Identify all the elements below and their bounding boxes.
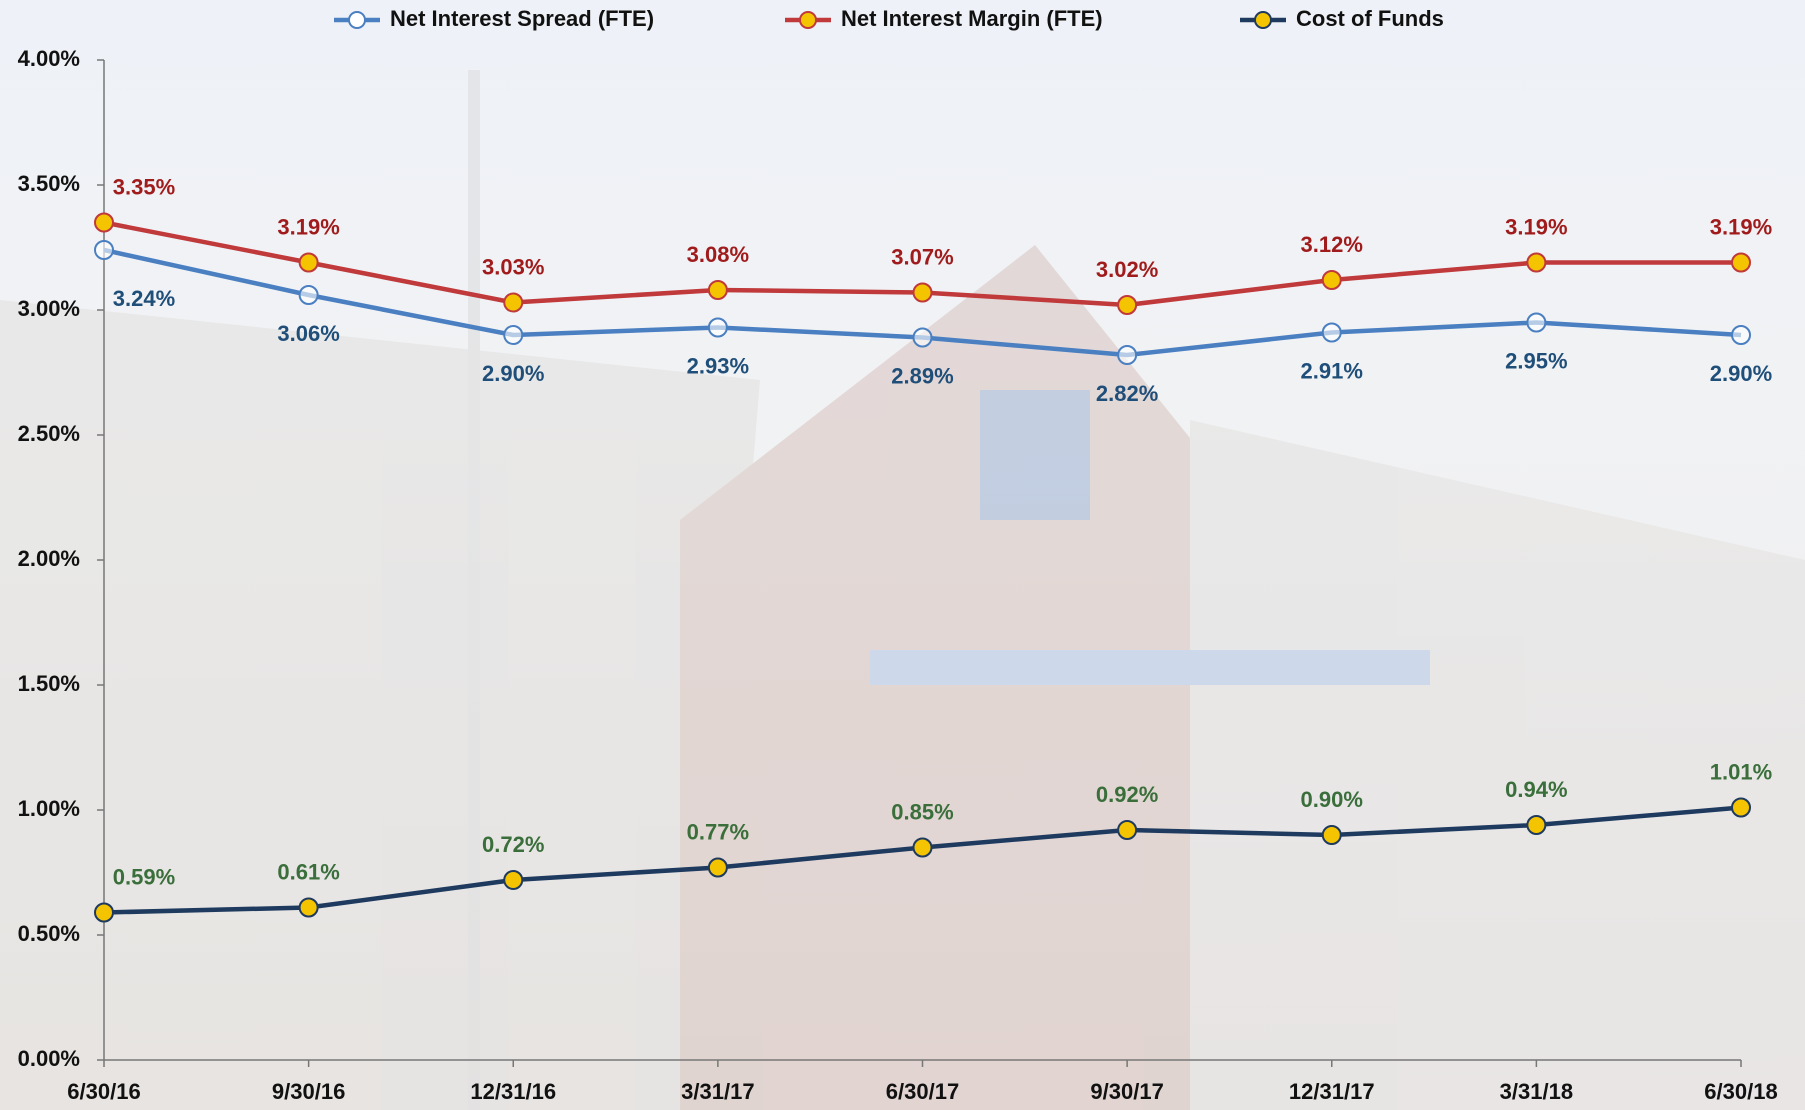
data-label: 3.19% <box>277 214 339 239</box>
data-label: 2.93% <box>687 353 749 378</box>
marker <box>1526 815 1547 835</box>
data-label: 2.95% <box>1505 348 1567 373</box>
y-tick-label: 0.00% <box>18 1046 80 1071</box>
legend-label: Net Interest Margin (FTE) <box>841 6 1103 31</box>
marker <box>503 292 524 313</box>
marker <box>1321 270 1342 290</box>
data-label: 2.82% <box>1096 381 1158 406</box>
x-tick-label: 3/31/17 <box>681 1079 754 1104</box>
data-label: 0.77% <box>687 819 749 844</box>
marker <box>94 240 114 260</box>
data-label: 2.91% <box>1301 358 1363 383</box>
x-tick-label: 6/30/16 <box>67 1079 140 1104</box>
marker <box>298 285 319 305</box>
data-label: 3.08% <box>687 242 749 267</box>
legend-label: Net Interest Spread (FTE) <box>390 6 654 31</box>
marker <box>1117 295 1138 315</box>
x-tick-label: 6/30/17 <box>886 1079 959 1104</box>
marker <box>298 252 319 273</box>
marker <box>1526 312 1547 333</box>
y-tick-label: 4.00% <box>18 46 80 71</box>
data-label: 3.24% <box>113 286 175 311</box>
data-label: 2.90% <box>482 361 544 386</box>
y-tick-label: 2.50% <box>18 421 80 446</box>
data-label: 3.03% <box>482 254 544 279</box>
marker <box>1321 322 1342 343</box>
marker <box>94 212 114 233</box>
data-label: 3.02% <box>1096 257 1158 282</box>
x-tick-label: 12/31/16 <box>470 1079 556 1104</box>
y-tick-label: 1.50% <box>18 671 80 696</box>
data-label: 0.90% <box>1301 787 1363 812</box>
marker <box>1117 820 1138 840</box>
marker <box>1117 345 1138 365</box>
legend-marker <box>1254 11 1272 29</box>
marker <box>707 280 728 300</box>
data-label: 0.72% <box>482 832 544 857</box>
y-tick-label: 1.00% <box>18 796 80 821</box>
data-label: 0.59% <box>113 864 175 889</box>
data-label: 3.35% <box>113 174 175 199</box>
marker <box>912 837 933 858</box>
marker <box>1731 797 1751 818</box>
x-tick-label: 6/30/18 <box>1704 1079 1777 1104</box>
marker <box>298 897 319 918</box>
data-label: 0.94% <box>1505 777 1567 802</box>
marker <box>1731 252 1751 273</box>
x-tick-label: 12/31/17 <box>1289 1079 1375 1104</box>
x-tick-label: 3/31/18 <box>1500 1079 1573 1104</box>
marker <box>707 857 728 878</box>
marker <box>1731 325 1751 345</box>
y-tick-label: 0.50% <box>18 921 80 946</box>
y-tick-label: 3.50% <box>18 171 80 196</box>
marker <box>707 317 728 338</box>
background-photo <box>0 70 1805 1110</box>
legend-marker <box>799 11 817 29</box>
data-label: 3.06% <box>277 321 339 346</box>
marker <box>1321 825 1342 845</box>
data-label: 3.19% <box>1710 214 1772 239</box>
marker <box>1526 252 1547 273</box>
data-label: 1.01% <box>1710 759 1772 784</box>
marker <box>912 282 933 303</box>
marker <box>503 325 524 345</box>
x-tick-label: 9/30/17 <box>1090 1079 1163 1104</box>
marker <box>912 327 933 348</box>
y-tick-label: 2.00% <box>18 546 80 571</box>
legend-marker <box>348 11 366 29</box>
data-label: 2.90% <box>1710 361 1772 386</box>
data-label: 0.61% <box>277 859 339 884</box>
data-label: 0.92% <box>1096 782 1158 807</box>
data-label: 0.85% <box>891 799 953 824</box>
data-label: 3.12% <box>1301 232 1363 257</box>
data-label: 3.19% <box>1505 214 1567 239</box>
data-label: 3.07% <box>891 244 953 269</box>
x-tick-label: 9/30/16 <box>272 1079 345 1104</box>
legend-label: Cost of Funds <box>1296 6 1444 31</box>
data-label: 2.89% <box>891 363 953 388</box>
marker <box>503 870 524 890</box>
marker <box>94 902 114 923</box>
y-tick-label: 3.00% <box>18 296 80 321</box>
